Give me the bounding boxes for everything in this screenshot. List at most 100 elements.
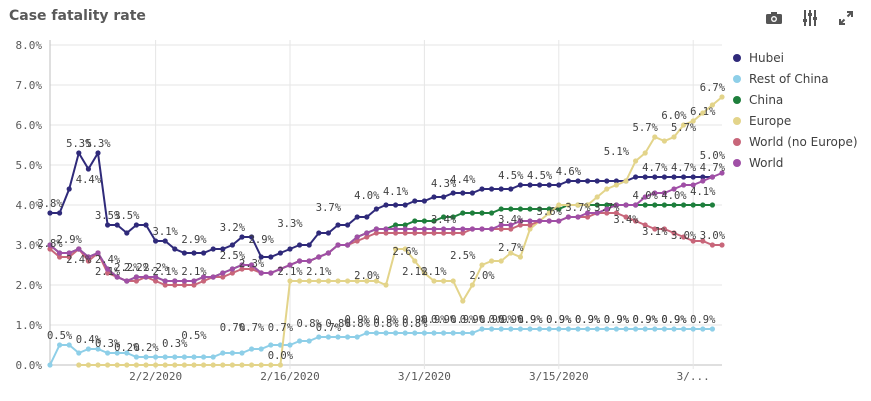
- data-point: [402, 226, 408, 232]
- data-label: 2.3%: [239, 258, 265, 270]
- data-point: [527, 226, 533, 232]
- data-point: [268, 270, 274, 276]
- data-point: [613, 202, 620, 208]
- data-point: [354, 214, 360, 220]
- data-point: [681, 234, 687, 240]
- data-point: [623, 326, 629, 332]
- data-label: 4.5%: [527, 170, 553, 182]
- data-point: [229, 350, 235, 356]
- data-label: 0.9%: [517, 314, 543, 326]
- data-point: [719, 170, 725, 176]
- data-point: [354, 278, 360, 284]
- data-label: 2.1%: [95, 266, 121, 278]
- data-label: 2.2%: [143, 262, 169, 274]
- data-point: [47, 246, 53, 252]
- data-point: [508, 226, 514, 232]
- y-axis: 0.0% 1.0% 2.0% 3.0% 4.0% 5.0% 6.0% 7.0% 8.0%: [16, 39, 43, 372]
- data-point: [700, 326, 706, 332]
- data-label: 6.1%: [690, 106, 716, 118]
- data-point: [258, 362, 264, 368]
- data-label: 4.6%: [556, 166, 582, 178]
- data-label: 0.9%: [575, 314, 601, 326]
- data-point: [613, 210, 620, 216]
- data-point: [613, 182, 620, 188]
- data-label: 0.9%: [546, 314, 572, 326]
- expand-icon[interactable]: [835, 8, 857, 28]
- data-point: [517, 326, 524, 332]
- data-label: 0.9%: [690, 314, 716, 326]
- data-point: [210, 354, 216, 360]
- data-point: [335, 334, 341, 340]
- data-label: 2.9%: [181, 234, 207, 246]
- data-point: [412, 226, 418, 232]
- data-label: 0.9%: [345, 314, 371, 326]
- data-point: [364, 230, 370, 236]
- data-point: [143, 354, 149, 360]
- data-point: [373, 278, 379, 284]
- data-point: [671, 134, 677, 140]
- data-point: [105, 270, 111, 276]
- data-point: [546, 182, 552, 188]
- data-point: [287, 262, 293, 268]
- data-point: [162, 238, 168, 244]
- data-point: [393, 330, 399, 336]
- data-point: [671, 186, 677, 192]
- camera-icon[interactable]: [763, 8, 785, 28]
- data-point: [95, 362, 101, 368]
- y-tick-label: 7.0%: [16, 79, 43, 92]
- data-point: [661, 190, 668, 196]
- data-label: 4.1%: [690, 186, 716, 198]
- data-point: [700, 178, 706, 184]
- data-point: [450, 190, 456, 196]
- data-point: [575, 214, 581, 220]
- data-point: [604, 186, 610, 192]
- data-point: [421, 218, 427, 224]
- data-point: [546, 326, 552, 332]
- legend-label: World (no Europe): [749, 135, 858, 149]
- legend-marker: [733, 117, 741, 125]
- data-point: [690, 174, 696, 180]
- data-point: [661, 138, 668, 144]
- data-label: 2.1%: [402, 266, 428, 278]
- data-label: 3.7%: [316, 202, 342, 214]
- data-label: 0.3%: [162, 338, 188, 350]
- data-label: 4.7%: [700, 162, 726, 174]
- data-point: [66, 254, 72, 260]
- data-label: 0.9%: [604, 314, 630, 326]
- data-point: [460, 190, 466, 196]
- data-point: [393, 246, 399, 252]
- data-point: [85, 254, 91, 260]
- chart-legend: Hubei Rest of China China Europe World (no E…: [733, 51, 858, 170]
- data-point: [652, 174, 658, 180]
- data-point: [709, 174, 716, 180]
- data-label: 0.9%: [498, 314, 524, 326]
- data-point: [469, 210, 475, 216]
- data-label: 4.1%: [383, 186, 409, 198]
- data-point: [191, 250, 197, 256]
- data-point: [508, 206, 514, 212]
- data-point: [181, 354, 187, 360]
- data-label: 0.9%: [421, 314, 447, 326]
- data-point: [229, 242, 235, 248]
- data-point: [287, 246, 293, 252]
- data-point: [133, 278, 139, 284]
- data-point: [527, 222, 533, 228]
- data-point: [652, 134, 658, 140]
- data-point: [143, 274, 149, 280]
- data-label: 0.9%: [604, 314, 630, 326]
- data-point: [441, 330, 447, 336]
- data-point: [153, 274, 159, 280]
- sliders-icon[interactable]: [799, 8, 821, 28]
- data-point: [393, 202, 399, 208]
- data-label: 6.0%: [661, 110, 687, 122]
- data-point: [57, 210, 63, 216]
- data-label: 3.5%: [114, 210, 140, 222]
- data-label: 0.9%: [575, 314, 601, 326]
- data-label: 3.1%: [642, 226, 668, 238]
- data-label: 2.9%: [57, 234, 83, 246]
- data-point: [412, 258, 418, 264]
- data-point: [277, 266, 283, 272]
- data-label: 2.2%: [114, 262, 140, 274]
- data-point: [546, 210, 552, 216]
